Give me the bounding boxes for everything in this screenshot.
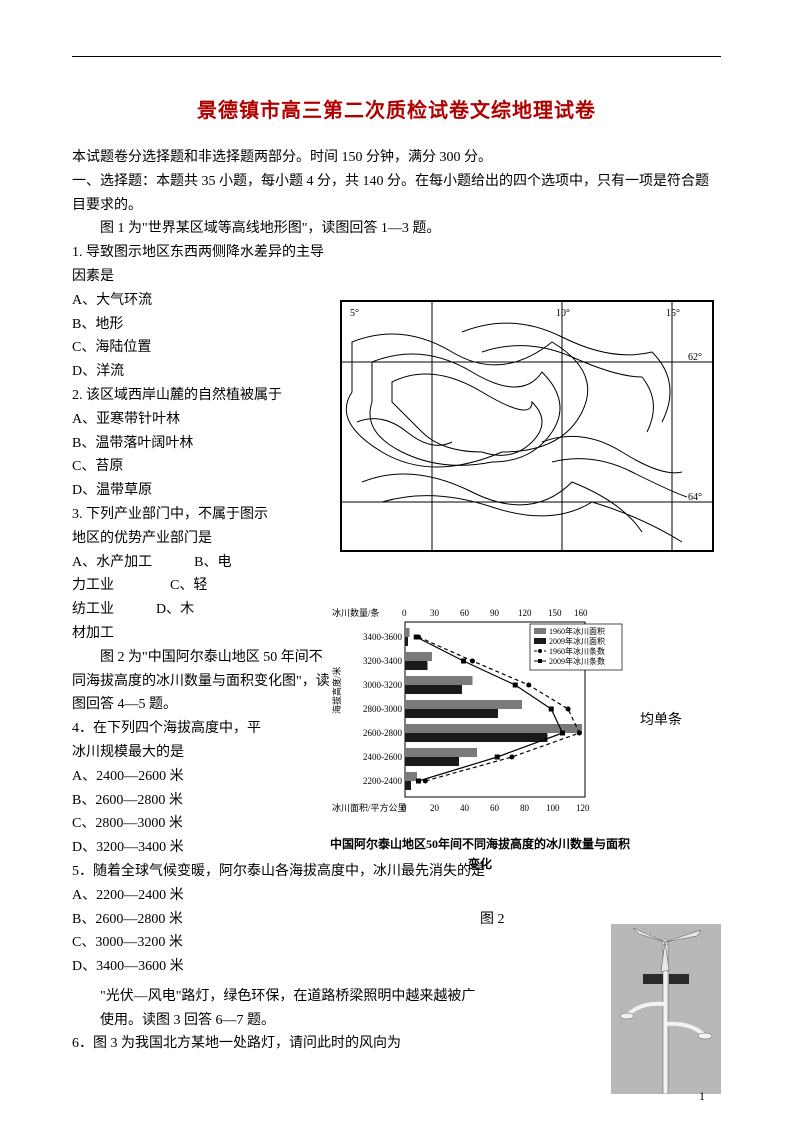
q4-opt-a: A、2400—2600 米 [72, 765, 332, 789]
svg-text:2600-2800: 2600-2800 [363, 728, 402, 738]
q3-stem: 3. 下列产业部门中，不属于图示 [72, 503, 332, 527]
svg-text:90: 90 [490, 608, 500, 618]
intro-line1: 本试题卷分选择题和非选择题两部分。时间 150 分钟，满分 300 分。 [72, 146, 721, 170]
intro-line2: 一、选择题：本题共 35 小题，每小题 4 分，共 140 分。在每小题给出的四… [72, 170, 721, 218]
svg-text:80: 80 [520, 803, 530, 813]
svg-text:60: 60 [460, 608, 470, 618]
svg-text:3000-3200: 3000-3200 [363, 680, 402, 690]
figure-1-contour-map: 5° 10° 15° 62° 64° [340, 300, 714, 552]
q2-stem: 2. 该区域西岸山麓的自然植被属于 [72, 384, 332, 408]
q1-opt-c: C、海陆位置 [72, 336, 332, 360]
x-bottom-label: 冰川面积/平方公里 [332, 802, 407, 813]
lon-label-1: 10° [556, 308, 570, 319]
q4-opt-c: C、2800—3000 米 [72, 812, 332, 836]
svg-text:60: 60 [490, 803, 500, 813]
q1-stem: 1. 导致图示地区东西两侧降水差异的主导因素是 [72, 241, 332, 289]
svg-text:150: 150 [548, 608, 562, 618]
q4-opt-b: B、2600—2800 米 [72, 789, 332, 813]
q4-tail: 均单条 [640, 709, 682, 733]
q3-line-a: A、水产加工 B、电 [72, 551, 332, 575]
figure-2-glacier-chart: 冰川数量/条 0 30 60 90 120 150 160 [330, 604, 630, 834]
svg-text:2200-2400: 2200-2400 [363, 776, 402, 786]
y-axis-label: 海拔高度/米 [331, 666, 342, 714]
fig2-intro: 图 2 为"中国阿尔泰山地区 50 年间不同海拔高度的冰川数量与面积变化图"，读… [72, 646, 332, 717]
svg-text:0: 0 [402, 803, 407, 813]
figure-2-caption: 中国阿尔泰山地区50年间不同海拔高度的冰川数量与面积变化 [330, 834, 630, 875]
figure-3-streetlight [611, 924, 721, 1094]
lat-label-1: 64° [688, 492, 702, 503]
svg-text:40: 40 [460, 803, 470, 813]
svg-text:160: 160 [574, 608, 588, 618]
q4-opt-d: D、3200—3400 米 [72, 836, 332, 860]
svg-text:3400-3600: 3400-3600 [363, 632, 402, 642]
svg-text:3200-3400: 3200-3400 [363, 656, 402, 666]
exam-page: 景德镇市高三第二次质检试卷文综地理试卷 本试题卷分选择题和非选择题两部分。时间 … [0, 0, 793, 1122]
svg-text:2400-2600: 2400-2600 [363, 752, 402, 762]
q3-line-a4: 材加工 [72, 622, 332, 646]
q2-opt-a: A、亚寒带针叶林 [72, 408, 332, 432]
fig3-intro1-text: "光伏—风电"路灯，绿色环保，在道路桥梁照明中越来越被广 [72, 985, 475, 1009]
svg-text:100: 100 [546, 803, 560, 813]
q3-stem2: 地区的优势产业部门是 [72, 527, 332, 551]
x-top-label: 冰川数量/条 [332, 607, 380, 618]
lon-label-0: 5° [350, 308, 359, 319]
fig1-intro: 图 1 为"世界某区域等高线地形图"，读图回答 1—3 题。 [72, 217, 721, 241]
q4-stem-text: 4．在下列四个海拔高度中，平 [72, 721, 261, 736]
q1-opt-d: D、洋流 [72, 360, 332, 384]
q4-stem2: 冰川规模最大的是 [72, 741, 332, 765]
svg-text:20: 20 [430, 803, 440, 813]
left-column: 1. 导致图示地区东西两侧降水差异的主导因素是 A、大气环流 B、地形 C、海陆… [72, 241, 332, 860]
streetlight-svg [611, 924, 721, 1094]
lat-label-0: 62° [688, 352, 702, 363]
exam-title: 景德镇市高三第二次质检试卷文综地理试卷 [72, 94, 721, 128]
svg-text:2009年冰川面积: 2009年冰川面积 [549, 636, 605, 646]
q2-opt-d: D、温带草原 [72, 479, 332, 503]
q1-opt-a: A、大气环流 [72, 289, 332, 313]
contour-map-svg: 5° 10° 15° 62° 64° [342, 302, 712, 550]
q4-stem: 4．在下列四个海拔高度中，平 [72, 717, 332, 741]
svg-text:2800-3000: 2800-3000 [363, 704, 402, 714]
svg-text:1960年冰川条数: 1960年冰川条数 [549, 646, 605, 656]
q3-line-a3: 纺工业 D、木 [72, 598, 332, 622]
lon-label-2: 15° [666, 308, 680, 319]
q3-line-a2: 力工业 C、轻 [72, 574, 332, 598]
q2-opt-b: B、温带落叶阔叶林 [72, 432, 332, 456]
q5-opt-a: A、2200—2400 米 [72, 884, 721, 908]
q2-opt-c: C、苔原 [72, 455, 332, 479]
svg-text:120: 120 [576, 803, 590, 813]
svg-text:30: 30 [430, 608, 440, 618]
figure-2-label: 图 2 [480, 908, 505, 932]
q1-opt-b: B、地形 [72, 313, 332, 337]
svg-text:0: 0 [402, 608, 407, 618]
svg-text:120: 120 [518, 608, 532, 618]
svg-text:1960年冰川面积: 1960年冰川面积 [549, 626, 605, 636]
svg-text:2009年冰川条数: 2009年冰川条数 [549, 656, 605, 666]
glacier-chart-svg: 冰川数量/条 0 30 60 90 120 150 160 [330, 604, 630, 834]
page-number: 1 [699, 1086, 705, 1106]
top-rule [72, 56, 721, 57]
